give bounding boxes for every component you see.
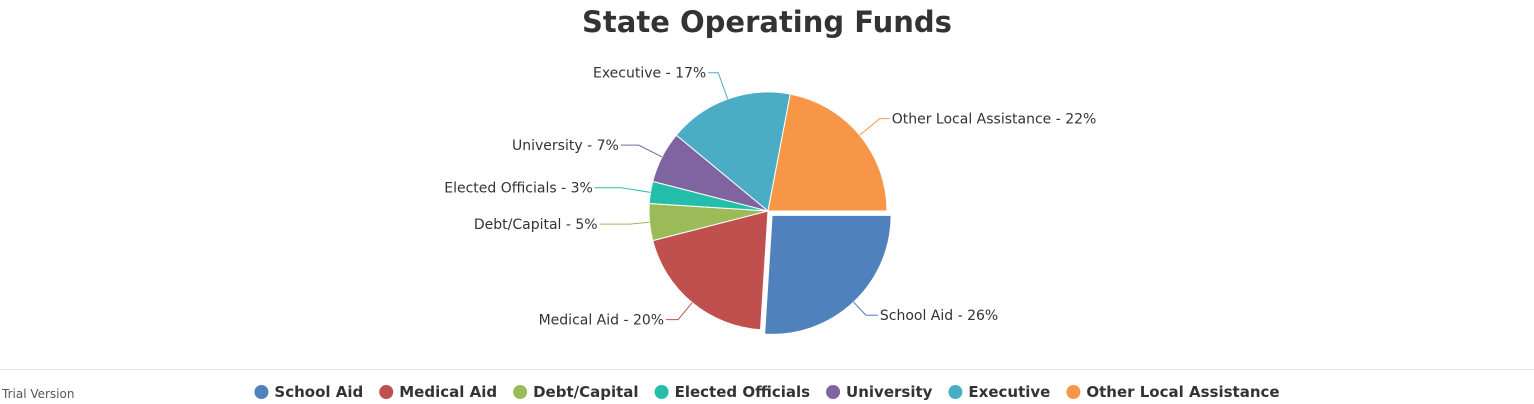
legend-marker-other-local-assistance [1066, 385, 1081, 399]
leader-line-school-aid [853, 301, 878, 316]
legend-item-other-local-assistance[interactable]: Other Local Assistance [1066, 383, 1280, 401]
leader-line-other-local-assistance [859, 118, 890, 136]
legend-marker-university [826, 385, 841, 399]
legend-marker-elected-officials [654, 385, 669, 399]
legend-label-university: University [846, 383, 933, 401]
slice-label-debt-capital: Debt/Capital - 5% [474, 217, 598, 233]
pie-slices [648, 91, 892, 335]
legend-label-elected-officials: Elected Officials [675, 383, 811, 401]
slice-labels: School Aid - 26% Medical Aid - 20% Debt/Ca… [444, 66, 1096, 329]
pie-slice-other-local-assistance[interactable] [767, 93, 888, 212]
leader-line-elected-officials [594, 187, 651, 193]
trial-version-watermark: Trial Version [1, 387, 74, 401]
slice-label-executive: Executive - 17% [593, 66, 706, 82]
legend-label-debt-capital: Debt/Capital [533, 383, 638, 401]
leader-line-medical-aid [666, 302, 693, 321]
legend-item-elected-officials[interactable]: Elected Officials [654, 383, 811, 401]
legend-item-school-aid[interactable]: School Aid [254, 383, 363, 401]
pie-slice-school-aid[interactable] [764, 214, 892, 335]
legend-label-executive: Executive [968, 383, 1050, 401]
leader-line-executive [708, 72, 729, 100]
legend: School Aid Medical Aid Debt/Capital Elected… [254, 383, 1280, 401]
chart-title: State Operating Funds [582, 5, 952, 39]
slice-label-elected-officials: Elected Officials - 3% [444, 181, 593, 197]
legend-marker-executive [948, 385, 963, 399]
legend-label-medical-aid: Medical Aid [399, 383, 497, 401]
legend-item-executive[interactable]: Executive [948, 383, 1050, 401]
legend-label-other-local-assistance: Other Local Assistance [1086, 383, 1279, 401]
legend-marker-school-aid [254, 385, 269, 399]
leader-line-university [620, 144, 663, 158]
slice-label-university: University - 7% [512, 138, 619, 154]
legend-item-debt-capital[interactable]: Debt/Capital [513, 383, 639, 401]
legend-item-university[interactable]: University [826, 383, 933, 401]
legend-label-school-aid: School Aid [274, 383, 363, 401]
legend-item-medical-aid[interactable]: Medical Aid [379, 383, 497, 401]
pie-slice-medical-aid[interactable] [652, 210, 769, 331]
slice-label-other-local-assistance: Other Local Assistance - 22% [892, 112, 1097, 128]
slice-label-medical-aid: Medical Aid - 20% [539, 313, 665, 329]
pie-slice-executive[interactable] [675, 91, 791, 212]
legend-marker-debt-capital [513, 385, 528, 399]
leader-line-debt-capital [599, 221, 650, 225]
slice-label-school-aid: School Aid - 26% [880, 308, 998, 324]
legend-marker-medical-aid [379, 385, 394, 399]
